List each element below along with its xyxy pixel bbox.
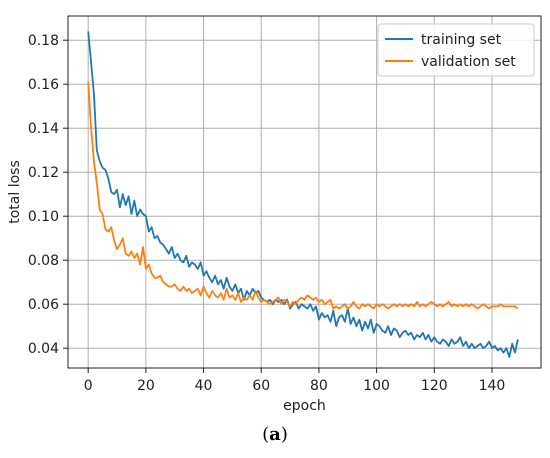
x-tick-label: 60: [252, 378, 270, 394]
caption-open: (: [262, 424, 270, 445]
legend: training set validation set: [377, 23, 535, 77]
y-tick-label: 0.08: [28, 253, 59, 269]
validation-set-line: [87, 81, 519, 310]
legend-label-validation: validation set: [421, 54, 516, 70]
loss-chart: 0 20 40 60 80 100 120 140 0.04 0.06 0.08 0.10 0.12 0.…: [7, 15, 542, 414]
x-tick-label: 20: [137, 378, 155, 394]
x-tick-label: 40: [195, 378, 213, 394]
x-axis-title: epoch: [283, 398, 326, 414]
plot-frame: [67, 15, 542, 369]
x-tick-label: 80: [310, 378, 328, 394]
series-lines: [87, 31, 519, 358]
legend-box: [377, 23, 535, 77]
x-tick-label: 100: [363, 378, 390, 394]
figure-caption: (a): [0, 424, 550, 445]
y-axis-title: total loss: [7, 160, 23, 224]
y-tick-label: 0.10: [28, 209, 59, 225]
axis-ticks: 0 20 40 60 80 100 120 140 0.04 0.06 0.08 0.10 0.12 0.…: [28, 33, 506, 394]
legend-label-training: training set: [421, 32, 502, 48]
training-set-line: [87, 31, 519, 358]
caption-letter: a: [269, 424, 281, 445]
y-tick-label: 0.06: [28, 297, 59, 313]
caption-close: ): [280, 424, 288, 445]
grid-lines: [68, 16, 541, 368]
x-tick-label: 120: [421, 378, 448, 394]
x-tick-label: 140: [479, 378, 506, 394]
y-tick-label: 0.16: [28, 77, 59, 93]
y-tick-label: 0.12: [28, 165, 59, 181]
y-tick-label: 0.04: [28, 341, 59, 357]
y-tick-label: 0.14: [28, 121, 59, 137]
x-tick-label: 0: [84, 378, 93, 394]
y-tick-label: 0.18: [28, 33, 59, 49]
